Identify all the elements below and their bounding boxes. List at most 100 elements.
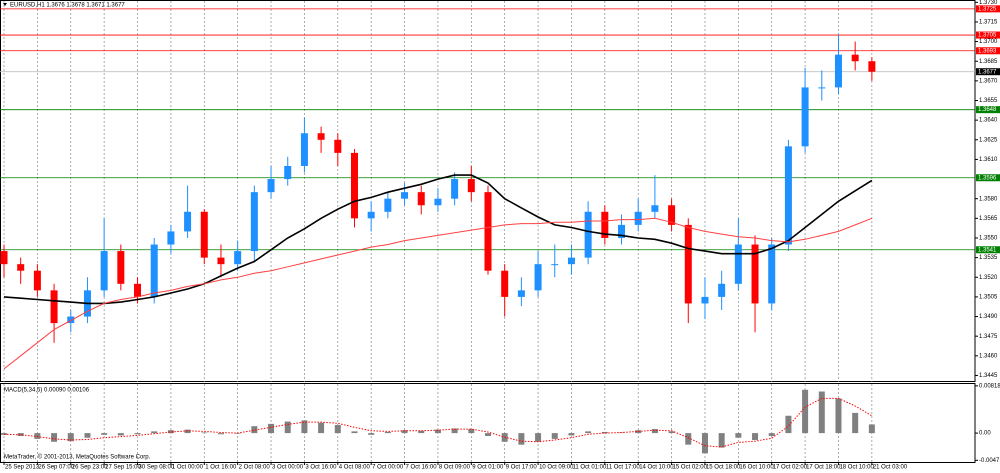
candle-body — [234, 251, 242, 265]
candle-body — [551, 264, 559, 266]
macd-bar — [752, 433, 759, 441]
x-tick-label: 7 Oct 00:00 — [372, 465, 404, 471]
candle-body — [267, 179, 275, 193]
macd-bar — [701, 433, 708, 454]
x-tick-label: 1 Oct 16:00 — [205, 465, 237, 471]
y-tick-label: 1.3565 — [979, 216, 998, 222]
y-tick-label: 1.3580 — [979, 196, 998, 202]
candle-body — [401, 192, 409, 199]
y-tick-label: 1.3640 — [979, 118, 998, 124]
candle-body — [317, 133, 325, 140]
candle-body — [100, 251, 108, 291]
candle-body — [184, 211, 192, 232]
macd-bar — [134, 433, 141, 435]
moving-average — [3, 217, 873, 370]
y-tick-label: 1.3550 — [979, 236, 998, 242]
macd-bar — [735, 433, 742, 438]
macd-bar — [668, 431, 675, 434]
candle-body — [868, 61, 876, 72]
y-tick-label: 1.3505 — [979, 294, 998, 300]
level-label: 1.3705 — [978, 33, 997, 39]
level-tag — [976, 31, 1000, 39]
y-tick-label: 1.3535 — [979, 255, 998, 261]
y-tick-label: 1.3610 — [979, 157, 998, 163]
level-label: 1.3693 — [978, 48, 997, 54]
candle-body — [834, 54, 842, 88]
macd-bar — [818, 391, 825, 434]
macd-bar — [868, 424, 875, 434]
macd-bar — [835, 398, 842, 434]
x-tick-label: 3 Oct 00:00 — [272, 465, 304, 471]
candle-body — [217, 257, 225, 265]
x-tick-label: 15 Oct 18:00 — [706, 465, 741, 471]
candle-body — [17, 264, 25, 271]
candle-body — [434, 198, 442, 206]
candle-body — [0, 251, 8, 265]
x-tick-label: 1 Oct 00:00 — [172, 465, 204, 471]
level-tag — [976, 47, 1000, 55]
x-tick-label: 11 Oct 01:00 — [572, 465, 607, 471]
macd-bar — [1, 433, 8, 435]
candle-body — [668, 205, 676, 225]
candle-body — [284, 165, 292, 180]
macd-bar — [101, 433, 108, 435]
candle-body — [384, 198, 392, 212]
candle-body — [250, 192, 258, 252]
x-tick-label: 10 Oct 09:00 — [539, 465, 574, 471]
macd-bar — [17, 433, 24, 436]
macd-bar — [151, 431, 158, 434]
x-tick-label: 26 Sep 23:00 — [72, 465, 108, 471]
level-tag — [976, 106, 1000, 114]
macd-bar — [201, 432, 208, 434]
candle-body — [334, 139, 342, 153]
macd-bar — [585, 431, 592, 434]
candle-body — [451, 179, 459, 199]
macd-bar — [468, 429, 475, 434]
candle-body — [417, 192, 425, 206]
x-tick-label: 17 Oct 02:00 — [773, 465, 808, 471]
candle-body — [651, 205, 659, 212]
macd-bar — [217, 433, 224, 435]
y-tick-label: 1.3700 — [979, 39, 998, 45]
y-tick-label: 1.3475 — [979, 334, 998, 340]
x-tick-label: 25 Sep 2013 — [5, 465, 40, 471]
candle-body — [167, 231, 175, 245]
macd-bar — [284, 421, 291, 434]
macd-bar — [768, 433, 775, 436]
x-tick-label: 9 Oct 17:00 — [506, 465, 538, 471]
candle-body — [684, 224, 692, 304]
moving-average — [3, 174, 873, 305]
macd-bar — [34, 433, 41, 439]
candle-body — [501, 270, 509, 297]
y-tick-label: 1.3715 — [979, 20, 998, 26]
y-tick-label: 0.00818 — [979, 383, 1000, 389]
candle-body — [634, 211, 642, 225]
chart-title: EURUSD,H1 1.3676 1.3678 1.3671 1.3677 — [10, 3, 125, 9]
y-tick-label: 1.3730 — [979, 0, 998, 6]
x-tick-label: 17 Oct 18:00 — [806, 465, 841, 471]
x-tick-label: 15 Oct 02:00 — [673, 465, 708, 471]
y-tick-label: 1.3445 — [979, 373, 998, 379]
candle-body — [718, 283, 726, 297]
candle-body — [150, 244, 158, 297]
macd-bar — [551, 433, 558, 439]
macd-bar — [184, 429, 191, 434]
candle-body — [768, 244, 776, 304]
candle-body — [134, 283, 142, 297]
level-tag — [976, 68, 1000, 76]
candle-body — [350, 152, 358, 219]
indicator-frame — [0, 383, 976, 463]
x-tick-label: 14 Oct 10:00 — [639, 465, 674, 471]
candle-body — [300, 133, 308, 166]
candle-body — [534, 264, 542, 291]
level-tag — [976, 246, 1000, 254]
macd-bar — [802, 389, 809, 434]
candle-body — [484, 192, 492, 271]
macd-bar — [418, 430, 425, 434]
macd-bar — [535, 433, 542, 442]
macd-bar — [518, 433, 525, 445]
macd-bar — [67, 433, 74, 442]
candle-body — [734, 244, 742, 284]
macd-bar — [434, 429, 441, 434]
macd-bar — [318, 422, 325, 434]
